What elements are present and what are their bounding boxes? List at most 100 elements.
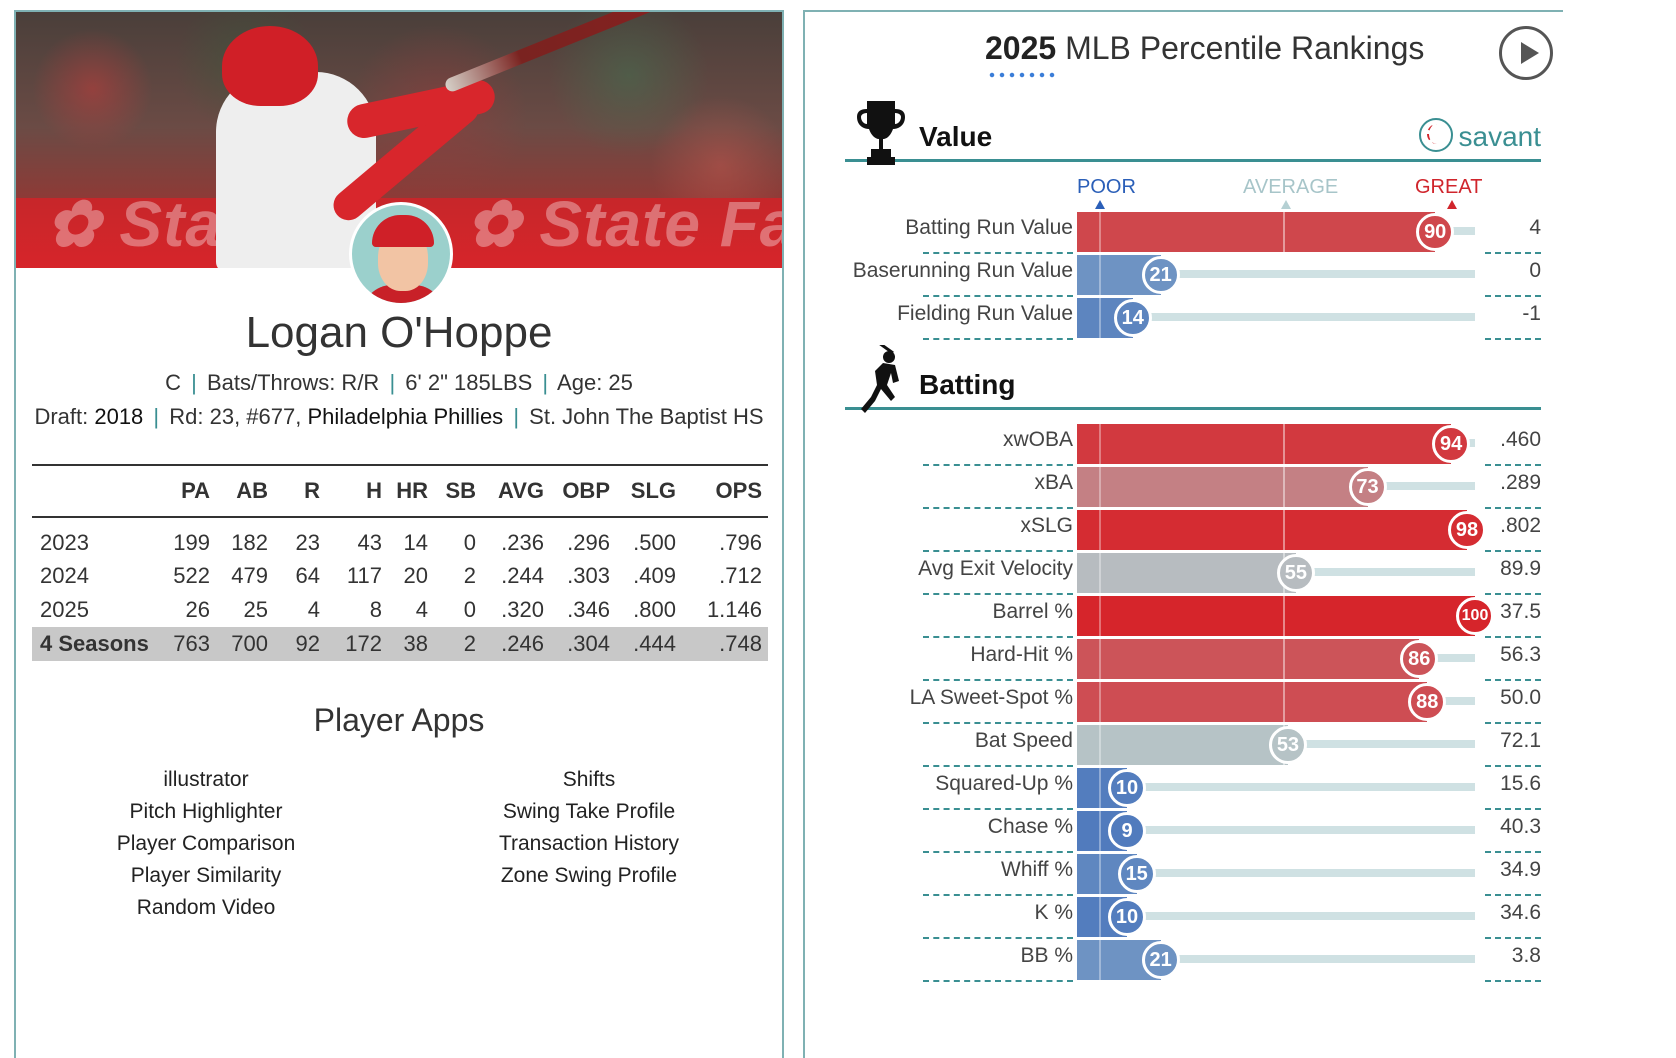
- percentile-row[interactable]: LA Sweet-Spot % 88 50.0: [845, 682, 1541, 724]
- percentile-row[interactable]: Squared-Up % 10 15.6: [845, 768, 1541, 810]
- poor-gridline: [1099, 854, 1101, 894]
- stats-season: 4 Seasons: [32, 627, 166, 661]
- rankings-year[interactable]: 2025: [985, 30, 1057, 66]
- row-divider: [1485, 507, 1541, 509]
- poor-gridline: [1099, 725, 1101, 765]
- col-header[interactable]: OPS: [682, 464, 768, 518]
- draft-year: 2018: [94, 404, 144, 429]
- col-header[interactable]: AB: [216, 464, 274, 518]
- row-divider: [1485, 679, 1541, 681]
- row-divider: [1485, 636, 1541, 638]
- batter-figure: [222, 26, 318, 106]
- row-divider: [1485, 550, 1541, 552]
- percentile-row[interactable]: Fielding Run Value 14 -1: [845, 298, 1541, 340]
- player-app-link[interactable]: Player Comparison: [116, 832, 296, 855]
- stats-cell: 0: [463, 597, 476, 622]
- col-header[interactable]: SB: [434, 464, 482, 518]
- player-app-link[interactable]: illustrator: [163, 768, 249, 791]
- batter-figure: [216, 72, 376, 268]
- average-marker-icon: [1281, 200, 1291, 209]
- year-dropdown-indicator[interactable]: [987, 72, 1057, 78]
- player-app-link[interactable]: Player Similarity: [130, 864, 282, 887]
- metric-value: 34.9: [1500, 858, 1541, 881]
- row-divider: [1485, 851, 1541, 853]
- average-gridline: [1283, 682, 1285, 722]
- metric-label: LA Sweet-Spot %: [909, 686, 1073, 709]
- percentile-track: [1077, 313, 1475, 321]
- col-header[interactable]: PA: [166, 464, 216, 518]
- average-gridline: [1283, 212, 1285, 252]
- player-card: ✿ State ✿ State Far Logan O'Hoppe C | Ba…: [14, 10, 784, 1058]
- percentile-row[interactable]: xSLG 98 .802: [845, 510, 1541, 552]
- percentile-badge: 10: [1108, 769, 1146, 807]
- player-app-link[interactable]: Pitch Highlighter: [129, 800, 283, 823]
- percentile-badge: 53: [1268, 726, 1307, 764]
- percentile-row[interactable]: Batting Run Value 90 4: [845, 212, 1541, 254]
- percentile-row[interactable]: Baserunning Run Value 21 0: [845, 255, 1541, 297]
- average-gridline: [1283, 596, 1285, 636]
- poor-gridline: [1099, 467, 1101, 507]
- col-header[interactable]: OBP: [550, 464, 616, 518]
- poor-gridline: [1099, 255, 1101, 295]
- row-divider: [1485, 894, 1541, 896]
- rankings-title: 2025 MLB Percentile Rankings: [985, 30, 1424, 67]
- draft-round: Rd: 23, #677,: [169, 404, 302, 429]
- play-icon[interactable]: [1499, 26, 1553, 80]
- savant-logo[interactable]: savant: [1418, 118, 1541, 153]
- player-apps-title: Player Apps: [313, 702, 485, 738]
- metric-value: 3.8: [1511, 944, 1541, 967]
- percentile-row[interactable]: K % 10 34.6: [845, 897, 1541, 939]
- rankings-title-text: MLB Percentile Rankings: [1056, 30, 1425, 66]
- player-app-link[interactable]: Swing Take Profile: [502, 800, 676, 823]
- percentile-bar: [1077, 510, 1468, 550]
- stats-row: 2023 199 182 23 43 14 0 .236 .296 .500 .796: [32, 517, 768, 559]
- percentile-bar: [1077, 725, 1288, 765]
- percentile-row[interactable]: Bat Speed 53 72.1: [845, 725, 1541, 767]
- stats-cell: 64: [295, 563, 320, 588]
- stats-cell: .796: [719, 529, 762, 555]
- metric-label: BB %: [1020, 944, 1073, 967]
- metric-value: 89.9: [1500, 557, 1541, 580]
- metric-value: 4: [1529, 216, 1541, 239]
- percentile-row[interactable]: Avg Exit Velocity 55 89.9: [845, 553, 1541, 595]
- stats-cell: 182: [231, 529, 268, 555]
- col-header[interactable]: R: [274, 464, 326, 518]
- player-app-link[interactable]: Random Video: [136, 896, 276, 919]
- row-divider: [923, 636, 1073, 638]
- stats-cell: 4: [307, 597, 320, 622]
- player-headshot: [349, 202, 453, 306]
- col-header[interactable]: H: [326, 464, 388, 518]
- metric-value: .460: [1500, 428, 1541, 451]
- percentile-track: [1077, 912, 1475, 920]
- stats-cell: .800: [633, 597, 676, 622]
- percentile-track: [1077, 869, 1475, 877]
- metric-label: xBA: [1034, 471, 1073, 494]
- poor-gridline: [1099, 553, 1101, 593]
- percentile-row[interactable]: Barrel % 100 37.5: [845, 596, 1541, 638]
- col-header[interactable]: AVG: [482, 464, 550, 518]
- percentile-row[interactable]: Whiff % 15 34.9: [845, 854, 1541, 896]
- metric-value: 37.5: [1500, 600, 1541, 623]
- average-gridline: [1283, 639, 1285, 679]
- col-header[interactable]: SLG: [616, 464, 682, 518]
- percentile-row[interactable]: xwOBA 94 .460: [845, 424, 1541, 466]
- stats-season: 2024: [40, 563, 89, 588]
- metric-label: xwOBA: [1002, 428, 1073, 451]
- player-app-link[interactable]: Transaction History: [498, 832, 680, 855]
- player-app-link[interactable]: Zone Swing Profile: [500, 864, 678, 887]
- draft-team: Philadelphia Phillies: [307, 404, 504, 429]
- percentile-row[interactable]: Hard-Hit % 86 56.3: [845, 639, 1541, 681]
- col-header[interactable]: HR: [388, 464, 434, 518]
- metric-value: .802: [1500, 514, 1541, 537]
- row-divider: [923, 464, 1073, 466]
- percentile-row[interactable]: BB % 21 3.8: [845, 940, 1541, 982]
- stats-row: 2024 522 479 64 117 20 2 .244 .303 .409 .712: [32, 559, 768, 593]
- percentile-row[interactable]: Chase % 9 40.3: [845, 811, 1541, 853]
- stats-cell: 0: [463, 529, 476, 555]
- row-divider: [923, 851, 1073, 853]
- poor-gridline: [1099, 298, 1101, 338]
- percentile-row[interactable]: xBA 73 .289: [845, 467, 1541, 509]
- scale-poor-label: POOR: [1077, 176, 1136, 198]
- scale-great-label: GREAT: [1415, 176, 1483, 198]
- player-app-link[interactable]: Shifts: [562, 768, 616, 791]
